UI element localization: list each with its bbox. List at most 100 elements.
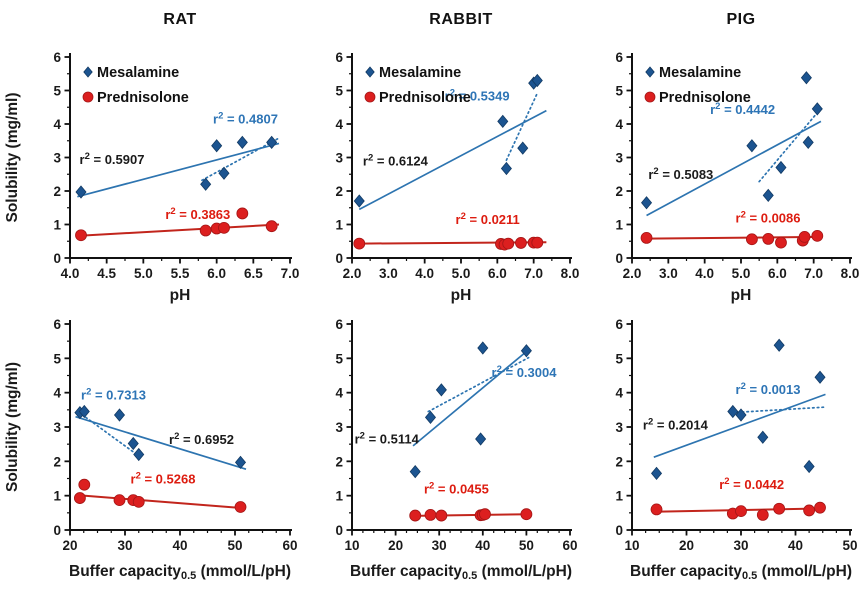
x-tick-label: 60: [562, 538, 577, 553]
axes: 2.0 3.0 4.0 5.0 6.0 7.0 8.0 0 1 2 3 4 5 6: [615, 50, 859, 281]
r2-annotation-red: r2 = 0.0086: [736, 209, 801, 225]
y-tick-label: 0: [335, 251, 343, 266]
data-point-prednisolone: [531, 236, 544, 249]
legend-label: Mesalamine: [97, 65, 179, 81]
legend: Mesalamine Prednisolone: [644, 65, 751, 106]
y-tick-label: 2: [335, 184, 343, 199]
x-axis-label: pH: [170, 287, 191, 304]
series-mesalamine: [409, 341, 532, 479]
trendline-mesalamine-dotted: [731, 406, 827, 414]
y-tick-label: 0: [53, 523, 61, 538]
x-tick-label: 7.0: [804, 266, 823, 281]
data-point-mesalamine: [727, 404, 739, 419]
data-point-mesalamine: [800, 71, 812, 85]
x-tick-label: 20: [62, 538, 77, 553]
data-point-mesalamine: [517, 141, 529, 155]
data-point-prednisolone: [814, 501, 826, 514]
data-point-mesalamine: [477, 341, 489, 355]
series-prednisolone: [74, 478, 247, 513]
data-point-prednisolone: [409, 509, 422, 522]
r2-annotation-black: r2 = 0.5114: [355, 430, 420, 446]
axes: 10 20 30 40 50 0 1 2 3 4 5 6: [615, 317, 857, 553]
y-tick-label: 3: [53, 151, 61, 166]
data-point-prednisolone: [234, 501, 247, 513]
trendlines: [646, 109, 822, 240]
data-point-mesalamine: [127, 436, 139, 451]
y-tick-label: 4: [53, 386, 61, 401]
data-point-mesalamine: [814, 370, 826, 384]
data-point-mesalamine: [200, 177, 212, 191]
x-tick-label: 7.0: [524, 266, 543, 281]
x-tick-label: 2.0: [343, 266, 362, 281]
y-tick-label: 6: [335, 50, 343, 65]
trendline-mesalamine-dotted: [758, 109, 820, 183]
data-point-prednisolone: [520, 508, 533, 521]
data-point-mesalamine: [409, 465, 421, 479]
data-point-prednisolone: [75, 229, 87, 242]
data-point-prednisolone: [515, 237, 527, 249]
legend: Mesalamine Prednisolone: [364, 65, 471, 106]
annotations: r2 = 0.5349 r2 = 0.6124 r2 = 0.0211: [363, 88, 520, 227]
legend-label: Mesalamine: [659, 65, 741, 81]
y-tick-label: 4: [335, 117, 343, 132]
y-tick-label: 0: [53, 251, 61, 266]
y-tick-label: 3: [615, 151, 623, 166]
x-axis-label: pH: [731, 287, 752, 304]
data-point-mesalamine: [133, 447, 145, 462]
data-point-mesalamine: [811, 102, 823, 116]
r2-annotation-black: r2 = 0.2014: [643, 417, 709, 433]
data-point-mesalamine: [641, 196, 653, 210]
x-tick-label: 50: [227, 538, 242, 553]
data-point-mesalamine: [353, 194, 365, 208]
data-point-mesalamine: [78, 404, 90, 419]
r2-annotation-blue: r2 = 0.4442: [710, 101, 775, 117]
data-point-prednisolone: [435, 509, 448, 522]
r2-annotation-blue: r2 = 0.7313: [81, 387, 146, 403]
trendline-mesalamine-solid: [646, 120, 822, 217]
trendline-mesalamine-solid: [653, 393, 826, 459]
legend-diamond-icon: [365, 66, 375, 78]
data-point-mesalamine: [762, 188, 774, 202]
x-tick-label: 40: [475, 538, 490, 553]
x-tick-label: 10: [624, 538, 639, 553]
y-tick-label: 6: [335, 317, 343, 332]
annotations: r2 = 0.3004 r2 = 0.5114 r2 = 0.0455: [355, 364, 558, 496]
series-prednisolone: [640, 229, 824, 249]
data-point-mesalamine: [218, 166, 230, 180]
y-tick-label: 5: [53, 351, 61, 366]
x-tick-label: 40: [788, 538, 803, 553]
axes: 4.0 4.5 5.0 5.5 6.0 6.5 7.0 0 1 2 3 4 5 6: [53, 50, 299, 281]
series-mesalamine: [75, 135, 278, 199]
x-tick-label: 5.0: [134, 266, 153, 281]
x-tick-label: 30: [117, 538, 132, 553]
data-point-prednisolone: [811, 229, 824, 242]
series-prednisolone: [353, 236, 544, 251]
data-point-mesalamine: [531, 73, 543, 88]
y-tick-label: 0: [335, 523, 343, 538]
data-point-mesalamine: [211, 139, 223, 153]
y-tick-label: 2: [53, 454, 61, 469]
chart-title: PIG: [726, 11, 755, 28]
y-tick-label: 1: [53, 218, 61, 233]
r2-annotation-blue: r2 = 0.3004: [492, 364, 558, 380]
data-point-mesalamine: [234, 455, 247, 469]
x-tick-label: 5.0: [452, 266, 471, 281]
x-tick-label: 6.0: [207, 266, 226, 281]
y-tick-label: 3: [53, 420, 61, 435]
x-tick-label: 20: [679, 538, 694, 553]
x-tick-label: 20: [388, 538, 403, 553]
y-tick-label: 0: [615, 523, 623, 538]
trendline-prednisolone-solid: [77, 223, 280, 237]
y-tick-label: 2: [615, 184, 623, 199]
y-tick-label: 3: [335, 151, 343, 166]
x-tick-label: 8.0: [841, 266, 860, 281]
legend: Mesalamine Prednisolone: [82, 65, 189, 106]
y-tick-label: 5: [615, 351, 623, 366]
trendline-mesalamine-solid: [77, 142, 280, 198]
data-point-prednisolone: [199, 224, 212, 237]
chart-rabbit-buffer-capacity: 10 20 30 40 50 60 0 1 2 3 4 5 6 r2 = 0.3004 r2 = 0.511…: [335, 317, 577, 582]
legend-circle-icon: [82, 91, 94, 103]
data-point-mesalamine: [520, 344, 532, 358]
data-point-prednisolone: [353, 237, 366, 250]
